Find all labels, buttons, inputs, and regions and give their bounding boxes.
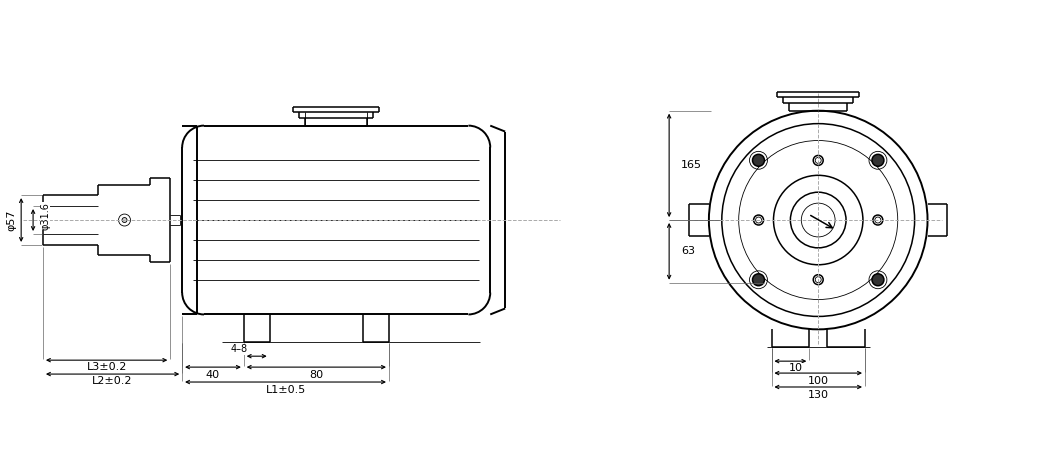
Circle shape [872,154,884,166]
Text: 40: 40 [206,370,220,380]
Text: 130: 130 [808,390,829,400]
Circle shape [753,274,764,286]
Text: φ57: φ57 [6,209,16,231]
Text: L1±0.5: L1±0.5 [265,385,305,395]
Circle shape [753,154,764,166]
Text: 80: 80 [310,370,323,380]
Circle shape [122,217,127,222]
Text: 10: 10 [789,363,802,373]
Text: 4–8: 4–8 [230,344,247,354]
Circle shape [872,274,884,286]
Text: L3±0.2: L3±0.2 [87,362,127,372]
Text: 100: 100 [808,376,829,386]
Text: φ31.6: φ31.6 [40,202,50,230]
Text: L2±0.2: L2±0.2 [92,376,132,386]
Text: 63: 63 [682,246,695,256]
Text: 165: 165 [682,160,702,171]
